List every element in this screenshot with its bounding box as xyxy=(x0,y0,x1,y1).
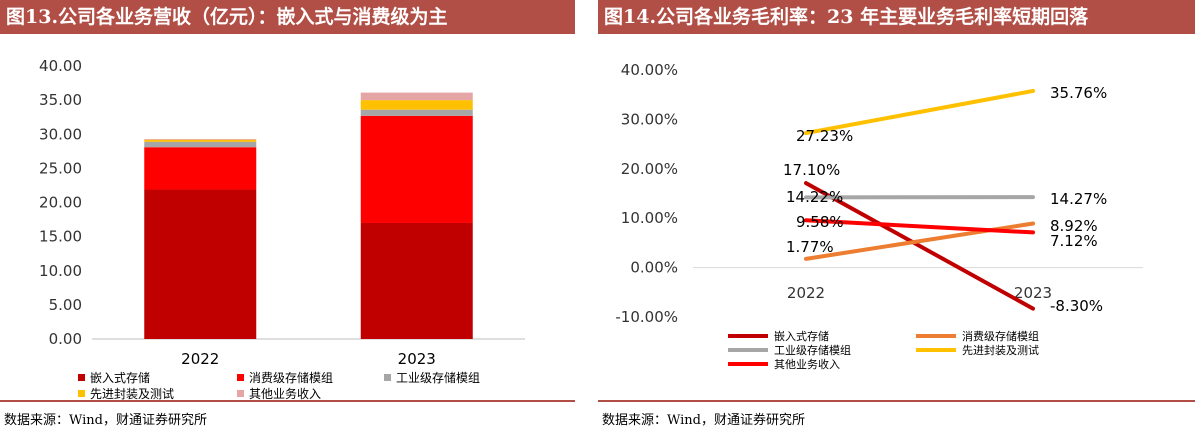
bar-segment xyxy=(144,189,257,339)
y-tick-label: 10.00 xyxy=(39,262,82,280)
bar-segment xyxy=(144,141,257,148)
y-tick-label: 0.00% xyxy=(630,259,678,277)
y-tick-label: -10.00% xyxy=(615,308,678,326)
y-tick-label: 20.00% xyxy=(621,160,678,178)
data-label: 9.58% xyxy=(796,213,844,231)
bar-segment xyxy=(360,109,473,116)
x-tick-label: 2022 xyxy=(181,350,219,368)
right-source-note: 数据来源：Wind，财通证券研究所 xyxy=(598,400,1195,445)
bar-segment xyxy=(360,92,473,101)
series-line xyxy=(804,181,1035,311)
legend-swatch xyxy=(78,390,85,397)
legend-label: 其他业务收入 xyxy=(249,386,321,400)
data-label: 27.23% xyxy=(796,127,853,145)
legend-label: 嵌入式存储 xyxy=(774,329,829,343)
x-tick-label: 2022 xyxy=(787,284,825,302)
data-label: -8.30% xyxy=(1050,297,1103,315)
data-label: 14.22% xyxy=(786,188,843,206)
legend-label: 其他业务收入 xyxy=(774,357,840,371)
data-label: 1.77% xyxy=(786,238,834,256)
legend-label: 先进封装及测试 xyxy=(962,343,1039,357)
x-tick-label: 2023 xyxy=(1014,284,1052,302)
left-source-note: 数据来源：Wind，财通证券研究所 xyxy=(0,400,575,445)
line-chart: -10.00% 0.00% 10.00% 20.00% 30.00% 40.00% 2022… xyxy=(615,61,1143,371)
y-tick-label: 5.00 xyxy=(49,296,82,314)
bar-segment xyxy=(144,147,257,190)
legend-label: 工业级存储模组 xyxy=(774,343,851,357)
y-tick-label: 30.00 xyxy=(39,125,82,143)
bar-segment xyxy=(360,100,473,110)
y-tick-label: 10.00% xyxy=(621,209,678,227)
data-label: 7.12% xyxy=(1050,232,1098,250)
data-label: 14.27% xyxy=(1050,190,1107,208)
legend-label: 工业级存储模组 xyxy=(396,370,480,385)
left-chart-panel: 图13.公司各业务营收（亿元）：嵌入式与消费级为主 0.00 5.00 10.00 1… xyxy=(0,0,575,445)
y-tick-label: 40.00 xyxy=(39,57,82,75)
data-label: 17.10% xyxy=(783,161,840,179)
x-tick-label: 2023 xyxy=(398,350,436,368)
series-line xyxy=(804,218,1035,235)
legend-swatch xyxy=(237,390,244,397)
y-tick-label: 40.00% xyxy=(621,61,678,79)
stacked-bar-chart: 0.00 5.00 10.00 15.00 20.00 25.00 30.00 35.00 40… xyxy=(39,57,525,400)
y-tick-label: 25.00 xyxy=(39,159,82,177)
legend-label: 消费级存储模组 xyxy=(249,370,333,385)
bar-segment xyxy=(360,115,473,223)
data-label: 8.92% xyxy=(1050,217,1098,235)
y-tick-label: 15.00 xyxy=(39,228,82,246)
legend-label: 消费级存储模组 xyxy=(962,329,1039,343)
y-tick-label: 20.00 xyxy=(39,194,82,212)
y-tick-label: 35.00 xyxy=(39,91,82,109)
legend-swatch xyxy=(78,374,85,381)
data-label: 35.76% xyxy=(1050,84,1107,102)
legend-swatch xyxy=(384,374,391,381)
legend-swatch xyxy=(237,374,244,381)
bar-segment xyxy=(144,139,257,142)
right-chart-panel: 图14.公司各业务毛利率：23 年主要业务毛利率短期回落 -10.00% 0.00… xyxy=(598,0,1195,445)
series-line xyxy=(804,88,1035,136)
legend-label: 嵌入式存储 xyxy=(90,370,150,385)
y-tick-label: 30.00% xyxy=(621,110,678,128)
bar-segment xyxy=(144,139,257,140)
legend-label: 先进封装及测试 xyxy=(90,386,174,400)
bar-segment xyxy=(360,222,473,339)
right-chart-title: 图14.公司各业务毛利率：23 年主要业务毛利率短期回落 xyxy=(598,0,1195,34)
left-chart-title: 图13.公司各业务营收（亿元）：嵌入式与消费级为主 xyxy=(0,0,575,34)
y-tick-label: 0.00 xyxy=(49,330,82,348)
